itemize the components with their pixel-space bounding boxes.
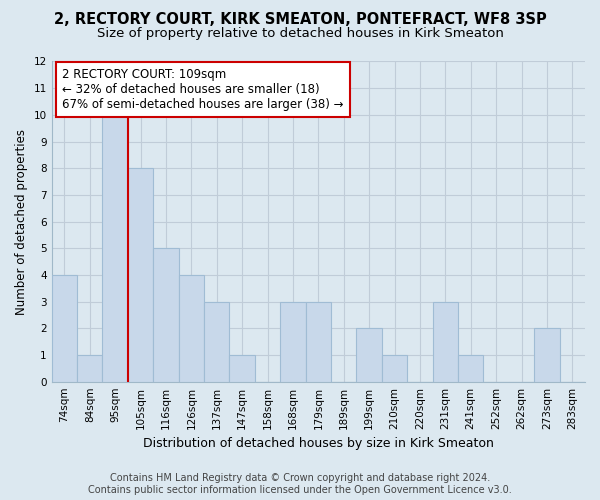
Bar <box>103 115 128 382</box>
Bar <box>229 355 255 382</box>
Text: Size of property relative to detached houses in Kirk Smeaton: Size of property relative to detached ho… <box>97 28 503 40</box>
Bar <box>305 302 331 382</box>
Bar <box>458 355 484 382</box>
Bar <box>382 355 407 382</box>
Bar <box>179 275 204 382</box>
Bar <box>128 168 153 382</box>
Bar <box>280 302 305 382</box>
Bar <box>52 275 77 382</box>
Bar <box>534 328 560 382</box>
Bar <box>433 302 458 382</box>
Text: Contains HM Land Registry data © Crown copyright and database right 2024.
Contai: Contains HM Land Registry data © Crown c… <box>88 474 512 495</box>
Text: 2, RECTORY COURT, KIRK SMEATON, PONTEFRACT, WF8 3SP: 2, RECTORY COURT, KIRK SMEATON, PONTEFRA… <box>53 12 547 28</box>
Bar <box>77 355 103 382</box>
Bar <box>153 248 179 382</box>
Y-axis label: Number of detached properties: Number of detached properties <box>15 128 28 314</box>
Bar <box>356 328 382 382</box>
Text: 2 RECTORY COURT: 109sqm
← 32% of detached houses are smaller (18)
67% of semi-de: 2 RECTORY COURT: 109sqm ← 32% of detache… <box>62 68 344 111</box>
Bar <box>204 302 229 382</box>
X-axis label: Distribution of detached houses by size in Kirk Smeaton: Distribution of detached houses by size … <box>143 437 494 450</box>
